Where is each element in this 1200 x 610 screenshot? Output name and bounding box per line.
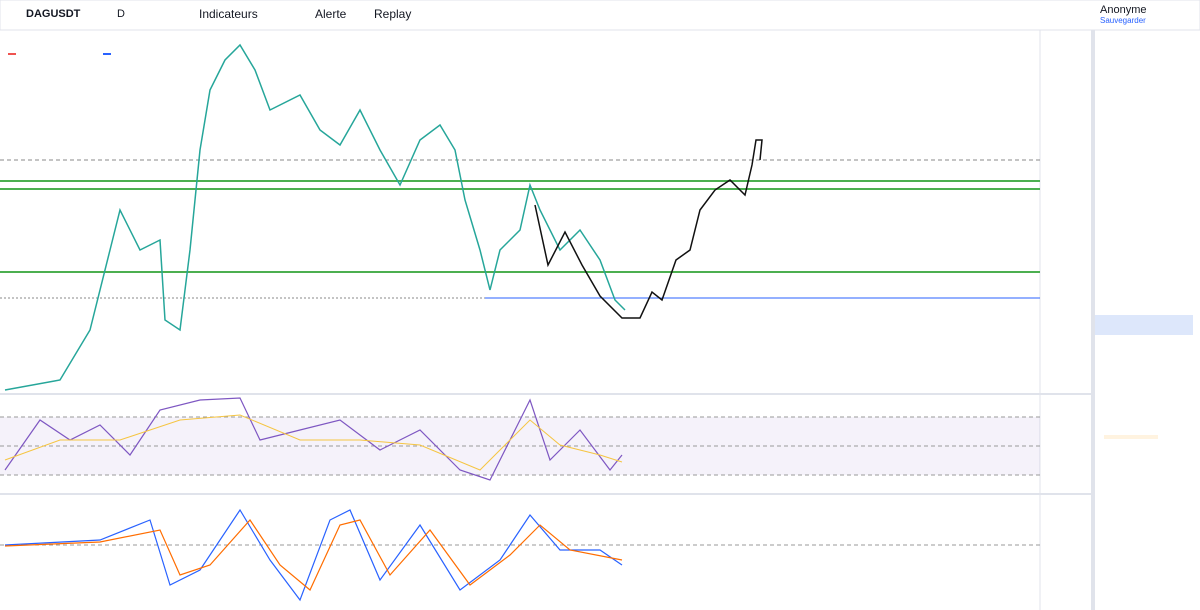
watch-symbol[interactable] <box>1095 315 1193 335</box>
alert-button[interactable]: Alerte <box>315 7 347 21</box>
user[interactable]: Anonyme <box>1100 4 1147 16</box>
bid-box <box>8 53 16 55</box>
interval[interactable]: D <box>117 8 125 20</box>
add-button[interactable] <box>1104 435 1158 439</box>
indicators-button[interactable]: Indicateurs <box>199 7 258 21</box>
symbol[interactable]: DAGUSDT <box>26 8 81 20</box>
replay-button[interactable]: Replay <box>374 7 412 21</box>
ask-box <box>103 53 111 55</box>
save[interactable]: Sauvegarder <box>1100 16 1146 25</box>
